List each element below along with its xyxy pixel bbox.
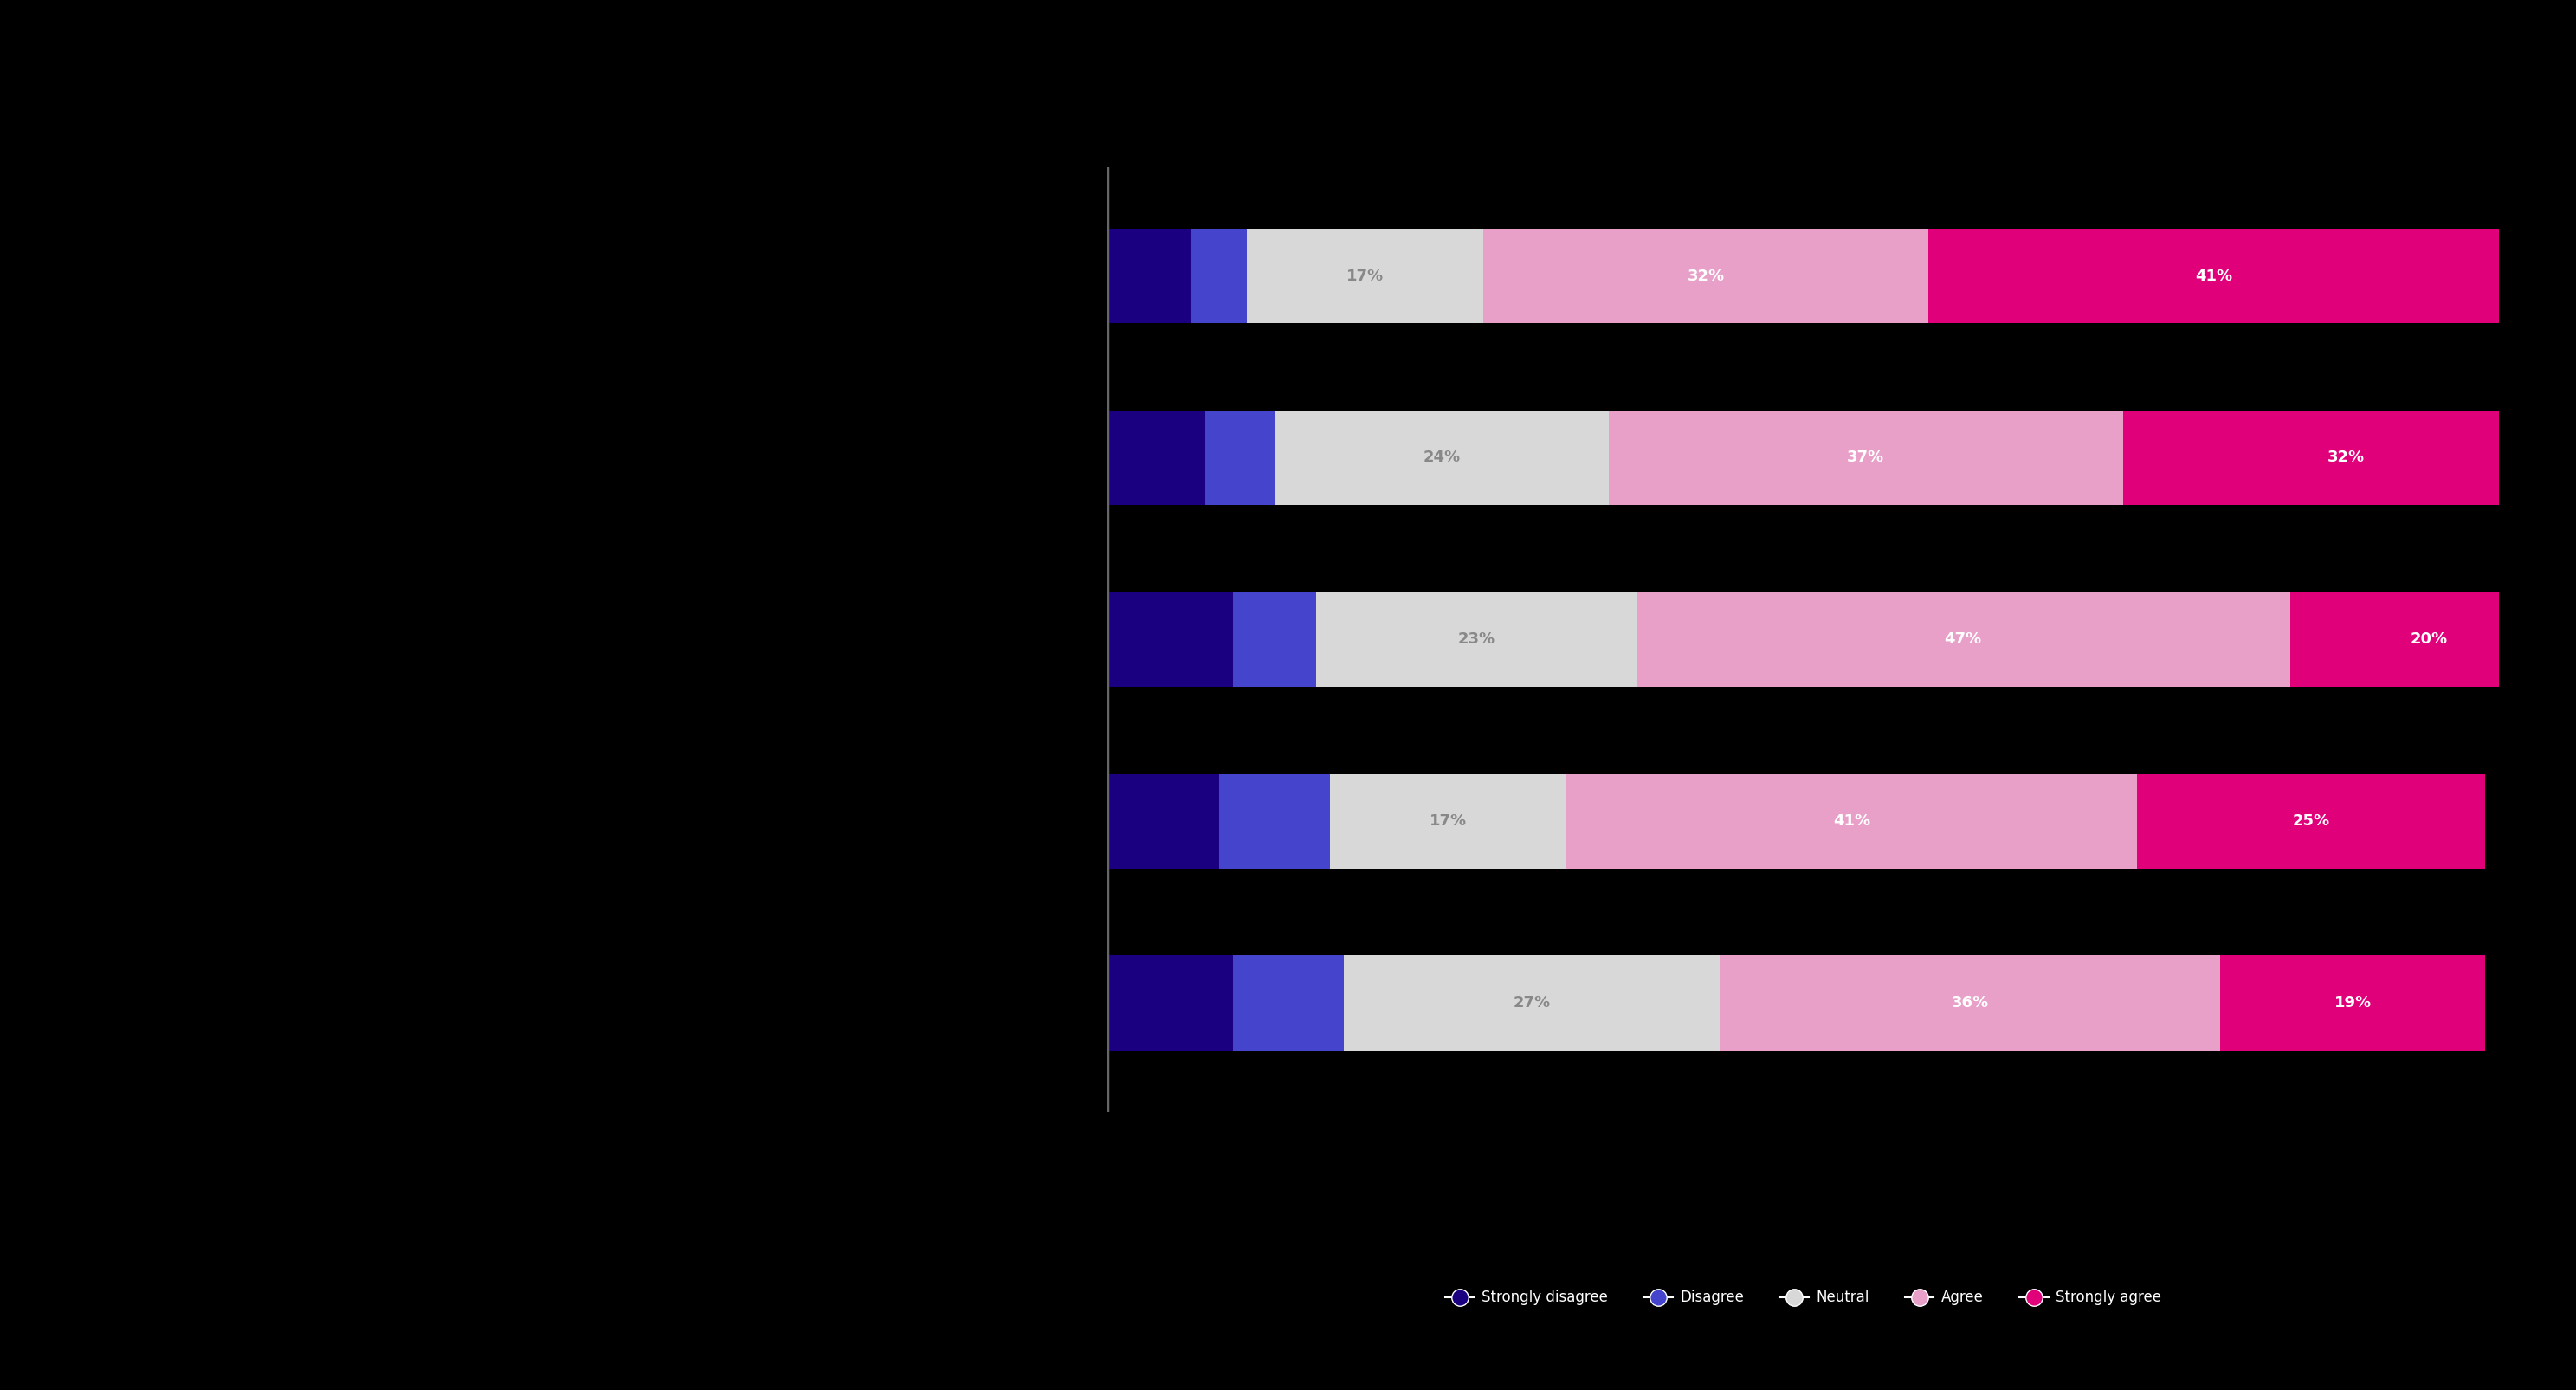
Text: 20%: 20% <box>2411 631 2447 648</box>
Text: 41%: 41% <box>2195 268 2233 284</box>
Text: 25%: 25% <box>2293 813 2329 828</box>
Text: 36%: 36% <box>1953 995 1989 1011</box>
Bar <box>1218 774 1329 869</box>
Text: 17%: 17% <box>1430 813 1468 828</box>
Bar <box>1108 956 1234 1051</box>
Bar <box>1636 592 2290 687</box>
Text: 27%: 27% <box>1512 995 1551 1011</box>
Text: 24%: 24% <box>1422 450 1461 466</box>
Text: 41%: 41% <box>1834 813 1870 828</box>
Bar <box>1929 228 2499 322</box>
Bar <box>1108 592 1234 687</box>
Bar <box>1484 228 1929 322</box>
Bar <box>2138 774 2486 869</box>
Bar <box>1190 228 1247 322</box>
Bar <box>1108 410 1206 505</box>
Bar <box>1206 410 1275 505</box>
Bar <box>1108 774 1218 869</box>
Text: 23%: 23% <box>1458 631 1494 648</box>
Text: 17%: 17% <box>1347 268 1383 284</box>
Bar <box>1234 592 1316 687</box>
Bar <box>1108 228 1190 322</box>
Bar <box>1275 410 1607 505</box>
Bar <box>1607 410 2123 505</box>
Bar <box>1247 228 1484 322</box>
Bar <box>1234 956 1345 1051</box>
Bar <box>2123 410 2568 505</box>
Text: 37%: 37% <box>1847 450 1886 466</box>
Text: 19%: 19% <box>2334 995 2372 1011</box>
Bar <box>1566 774 2138 869</box>
Bar <box>2290 592 2568 687</box>
Text: 32%: 32% <box>2326 450 2365 466</box>
Bar <box>1329 774 1566 869</box>
Legend: Strongly disagree, Disagree, Neutral, Agree, Strongly agree: Strongly disagree, Disagree, Neutral, Ag… <box>1437 1283 2169 1312</box>
Bar <box>1721 956 2221 1051</box>
Bar <box>1345 956 1721 1051</box>
Text: 47%: 47% <box>1945 631 1981 648</box>
Bar <box>1316 592 1636 687</box>
Text: 32%: 32% <box>1687 268 1723 284</box>
Bar <box>2221 956 2486 1051</box>
